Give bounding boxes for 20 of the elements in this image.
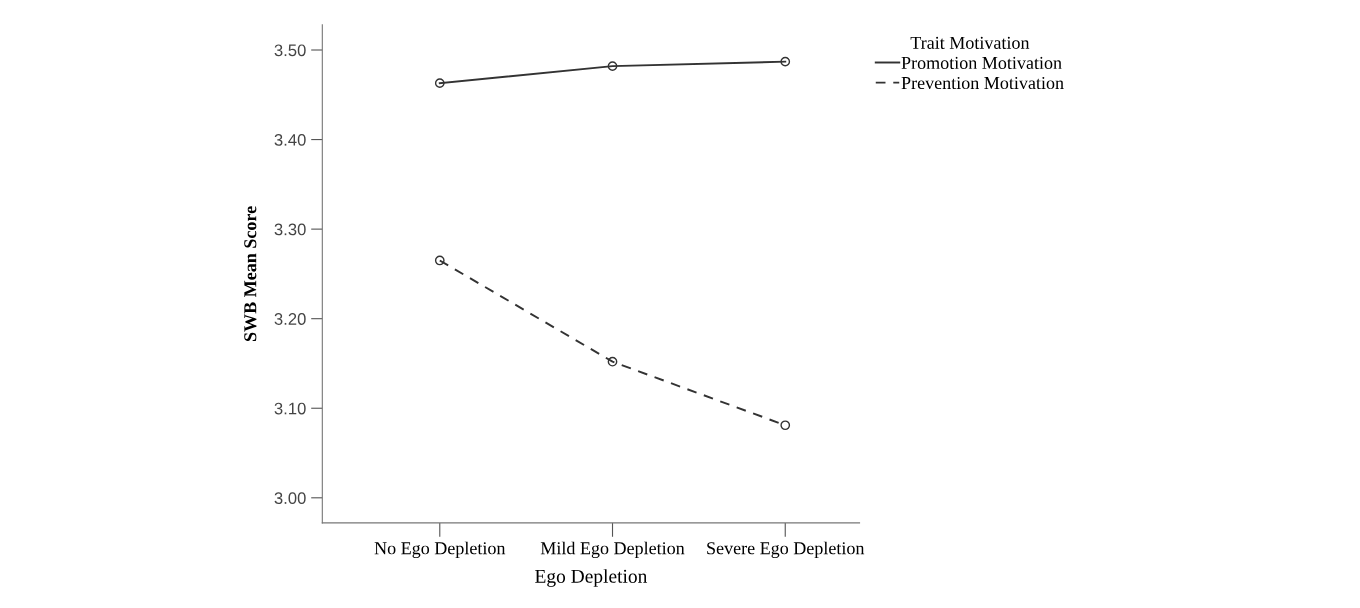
x-axis-title: Ego Depletion	[535, 569, 648, 587]
y-tick-label: 3.00	[274, 492, 306, 505]
y-axis-title: SWB Mean Score	[244, 206, 257, 341]
point	[780, 420, 791, 431]
legend-title: Trait Motivation	[910, 36, 1030, 49]
point	[434, 255, 445, 266]
y-tick-label: 3.20	[274, 313, 306, 325]
point	[607, 61, 618, 71]
legend-label: Prevention Motivation	[901, 76, 1064, 90]
y-tick-label: 3.30	[274, 223, 306, 236]
legend-label: Promotion Motivation	[901, 56, 1062, 69]
x-tick-label: No Ego Depletion	[374, 541, 506, 559]
point	[434, 78, 445, 89]
point	[607, 356, 618, 367]
x-tick-label: Mild Ego Depletion	[540, 541, 685, 559]
y-tick-label: 3.40	[274, 133, 306, 146]
x-tick-label: Severe Ego Depletion	[707, 541, 865, 559]
y-tick-label: 3.50	[274, 44, 306, 57]
point	[780, 56, 791, 67]
y-tick-label: 3.10	[274, 402, 306, 415]
